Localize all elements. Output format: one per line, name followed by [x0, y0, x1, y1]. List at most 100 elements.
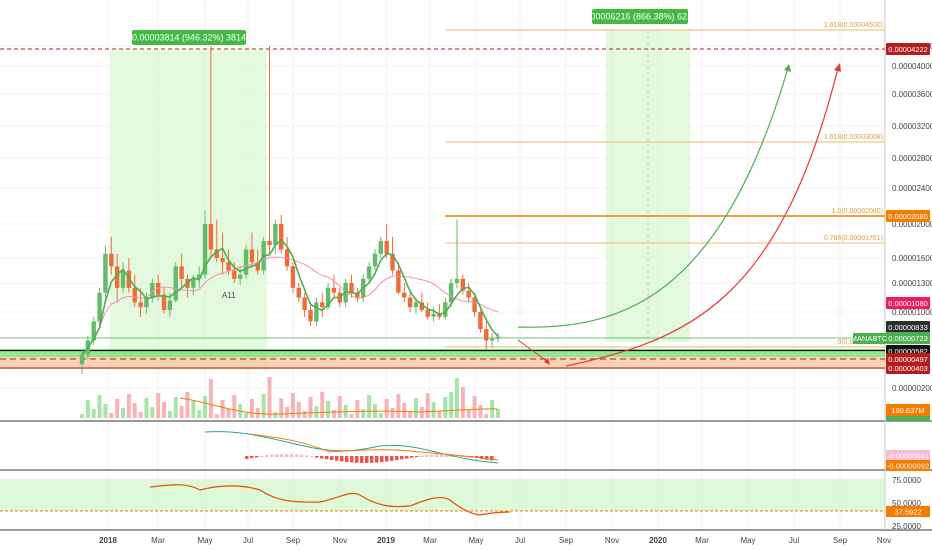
candle-body — [437, 313, 442, 317]
volume-bar — [437, 411, 442, 418]
volume-bar — [197, 410, 202, 418]
candle-body — [214, 249, 219, 258]
candle-body — [79, 354, 85, 365]
candle-body — [296, 287, 301, 298]
candle-body — [378, 241, 384, 254]
candle-body — [413, 302, 419, 308]
macd-tag-label: -0.00000092 — [887, 462, 929, 471]
volume-bar — [138, 412, 143, 418]
candle-body — [237, 274, 243, 279]
time-tick-label: May — [468, 536, 483, 545]
volume-bar — [273, 412, 278, 418]
bearish-arrowhead — [834, 63, 841, 72]
macd-histogram-bar — [420, 455, 424, 457]
fib-label: 2.618(0.00004500) — [824, 22, 883, 29]
volume-bar — [285, 407, 290, 418]
support-zone-green — [0, 349, 885, 357]
candle-body — [390, 253, 395, 271]
macd-histogram-bar — [425, 454, 429, 457]
price-tick-label: 0.00001000 — [892, 308, 932, 317]
candle-body — [478, 312, 483, 330]
candle-body — [179, 266, 184, 279]
candle-body — [308, 310, 313, 322]
volume-bar — [460, 387, 465, 418]
candle-body — [425, 310, 430, 317]
candle-body — [460, 278, 466, 291]
macd-histogram-bar — [485, 456, 489, 460]
volume-bar — [203, 396, 208, 418]
time-tick-label: Sep — [559, 536, 574, 545]
volume-bar — [185, 392, 190, 418]
macd-histogram-bar — [480, 456, 484, 459]
drop-arrowhead — [544, 358, 550, 365]
rsi-tick-label: 75.0000 — [892, 476, 921, 485]
rsi-tick-label: 25.0000 — [892, 522, 921, 531]
volume-bar — [121, 408, 126, 418]
price-tick-label: 0.00003600 — [892, 90, 932, 99]
price-tick-label: 0.00002400 — [892, 184, 932, 193]
volume-bar — [208, 379, 213, 418]
time-tick-label: Mar — [695, 536, 709, 545]
fib-label: 1.0(0.00002080) — [832, 208, 883, 215]
volume-bar — [349, 414, 354, 418]
candle-body — [396, 270, 401, 293]
rsi-tag — [886, 506, 930, 517]
measure-box-label: 0.00003814 (946.32%) 3814 — [132, 33, 246, 43]
volume-bar — [80, 414, 84, 418]
macd-histogram-bar — [340, 456, 344, 462]
fib-label: 0.786(0.00001761) — [824, 235, 883, 242]
candle-body — [208, 224, 214, 250]
candle-body — [167, 300, 173, 311]
slow-moving-average — [81, 256, 499, 356]
macd-histogram-bar — [415, 456, 419, 458]
price-zones — [0, 30, 885, 370]
candle-body — [349, 283, 354, 293]
volume-bar — [162, 402, 167, 418]
macd-histogram-bar — [255, 456, 259, 458]
volume-bar — [156, 393, 161, 418]
macd-histogram-bar — [250, 456, 254, 459]
volume-bar — [255, 408, 260, 418]
time-tick-label: Mar — [151, 536, 165, 545]
candle-body — [109, 253, 114, 267]
macd-histogram-bar — [310, 455, 314, 457]
candle-body — [138, 302, 143, 308]
candle-body — [489, 338, 495, 341]
price-tag-label: 0.00000403 — [888, 364, 928, 373]
candle-body — [331, 287, 337, 293]
candle-body — [314, 302, 319, 322]
time-tick-label: 2018 — [99, 536, 117, 545]
macd-histogram-bar — [335, 456, 339, 461]
bullish-projection — [517, 67, 789, 328]
measure-box — [132, 30, 246, 45]
macd-histogram-bar — [365, 456, 369, 463]
volume-bar — [249, 399, 254, 418]
volume-bar — [267, 377, 272, 418]
volume-bar — [355, 400, 360, 418]
volume-bar — [97, 395, 102, 418]
candle-body — [290, 266, 296, 288]
volume-bar — [378, 413, 383, 418]
candle-body — [91, 321, 96, 341]
candle-body — [472, 297, 477, 312]
candle-body — [249, 249, 255, 263]
time-tick-label: Jul — [243, 536, 253, 545]
volume-bar — [279, 398, 284, 418]
candle-body — [302, 297, 307, 311]
volume-bar — [314, 406, 319, 418]
support-zone-orange — [0, 357, 885, 369]
rsi-line — [149, 484, 511, 516]
volume-bar — [232, 395, 237, 418]
macd-histogram-bar — [380, 456, 384, 463]
candle-body — [443, 302, 448, 317]
volume-bar — [402, 403, 407, 418]
volume-bar — [443, 397, 448, 418]
macd-histogram-bar — [490, 456, 494, 461]
volume-bar — [496, 409, 500, 418]
volume-bar — [478, 405, 483, 418]
price-tick-label: 0.00002800 — [892, 154, 932, 163]
candle-body — [273, 224, 278, 246]
candle-body — [173, 266, 178, 301]
volume-bar — [331, 410, 336, 418]
macd-histogram-bar — [285, 454, 289, 457]
